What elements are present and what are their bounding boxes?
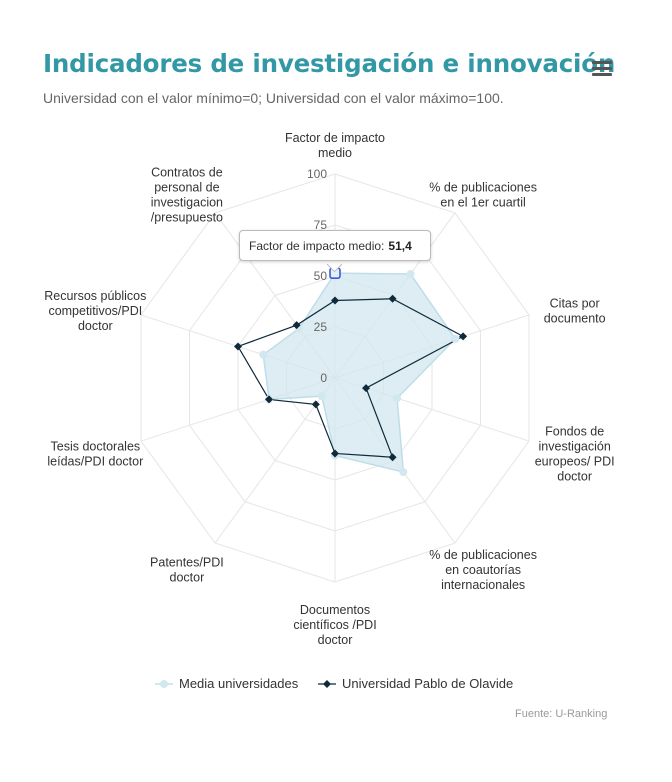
category-label-line: investigacion [151,195,223,209]
category-label-line: leídas/PDI doctor [47,455,143,469]
category-label-line: Fondos de [545,425,604,439]
category-label-line: % de publicaciones [429,548,537,562]
series-media-area [262,272,457,474]
point-media[interactable] [399,468,408,477]
category-label-line: internacionales [441,578,525,592]
point-olavide[interactable] [265,395,274,404]
category-label-line: personal de [154,180,219,194]
chart-subtitle: Universidad con el valor mínimo=0; Unive… [43,90,504,106]
hamburger-menu-icon[interactable] [592,61,612,77]
tooltip-value: 51,4 [388,239,412,253]
category-label-line: científicos /PDI [293,618,376,632]
category-label-line: Documentos [300,603,370,617]
category-label-line: documento [544,311,606,325]
point-olavide[interactable] [388,453,397,462]
point-media[interactable] [393,394,402,403]
tooltip-label: Factor de impacto medio: [249,239,385,253]
category-label-line: competitivos/PDI [48,304,142,318]
category-label-line: Contratos de [151,165,223,179]
y-tick-label: 0 [320,371,327,385]
category-label-line: doctor [557,470,592,484]
category-label-line: Factor de impacto [285,131,385,145]
point-olavide[interactable] [292,321,301,330]
category-label-line: en el 1er cuartil [440,195,525,209]
point-olavide[interactable] [388,294,397,303]
category-label-line: % de publicaciones [429,180,537,194]
y-tick-label: 50 [314,269,328,283]
point-olavide[interactable] [362,384,371,393]
y-tick-label: 100 [307,167,327,181]
legend-label-media: Media universidades [179,676,299,691]
category-label-line: /presupuesto [151,210,223,224]
point-media[interactable] [259,350,268,359]
category-label-line: europeos/ PDI [535,455,615,469]
tooltip: Factor de impacto medio: 51,4 [239,230,431,261]
credits-text[interactable]: Fuente: U-Ranking [515,708,608,720]
y-tick-label: 25 [314,320,328,334]
legend-label-olavide: Universidad Pablo de Olavide [342,676,514,691]
category-label-line: doctor [78,319,113,333]
category-label-line: doctor [318,633,353,647]
category-label-line: Recursos públicos [44,289,146,303]
category-label: Tesis doctorales leídas/PDI doctor [47,440,143,469]
category-label: Fondos de investigación europeos/ PDI docto… [535,425,615,484]
legend-item-pablo-de-olavide[interactable]: Universidad Pablo de Olavide [318,676,513,691]
chart-title: Indicadores de investigación e innovació… [43,49,616,78]
category-label-line: investigación [539,440,611,454]
y-tick-label: 75 [314,218,328,232]
legend-item-media-universidades[interactable]: Media universidades [155,676,298,691]
category-label-line: medio [318,146,352,160]
category-label-line: Citas por [550,296,600,310]
point-olavide[interactable] [233,342,242,351]
category-label: Recursos públicos competitivos/PDI doctor [44,289,146,333]
point-media[interactable] [317,392,326,401]
category-label-line: Patentes/PDI [150,556,224,570]
point-olavide[interactable] [311,400,320,409]
point-media[interactable] [406,270,415,279]
category-label: Patentes/PDI doctor [150,556,224,585]
category-label: Contratos de personal de investigacion/pre… [151,165,223,224]
category-label-line: en coautorías [445,563,521,577]
category-label-line: Tesis doctorales [51,440,141,454]
point-olavide[interactable] [331,449,339,458]
category-label-line: doctor [170,571,205,585]
legend-marker-media [155,679,173,688]
category-label: Factor de impacto medio [285,131,385,160]
legend-marker-olavide [318,679,336,688]
point-olavide[interactable] [331,296,339,305]
point-media[interactable] [451,334,460,343]
category-label: % de publicaciones en coautorías internaci… [429,548,537,592]
category-label: % de publicaciones en el 1er cuartil [429,180,537,209]
category-label: Documentos científicos /PDI doctor [293,603,376,647]
category-label: Citas por documento [544,296,606,325]
point-olavide[interactable] [459,332,468,341]
